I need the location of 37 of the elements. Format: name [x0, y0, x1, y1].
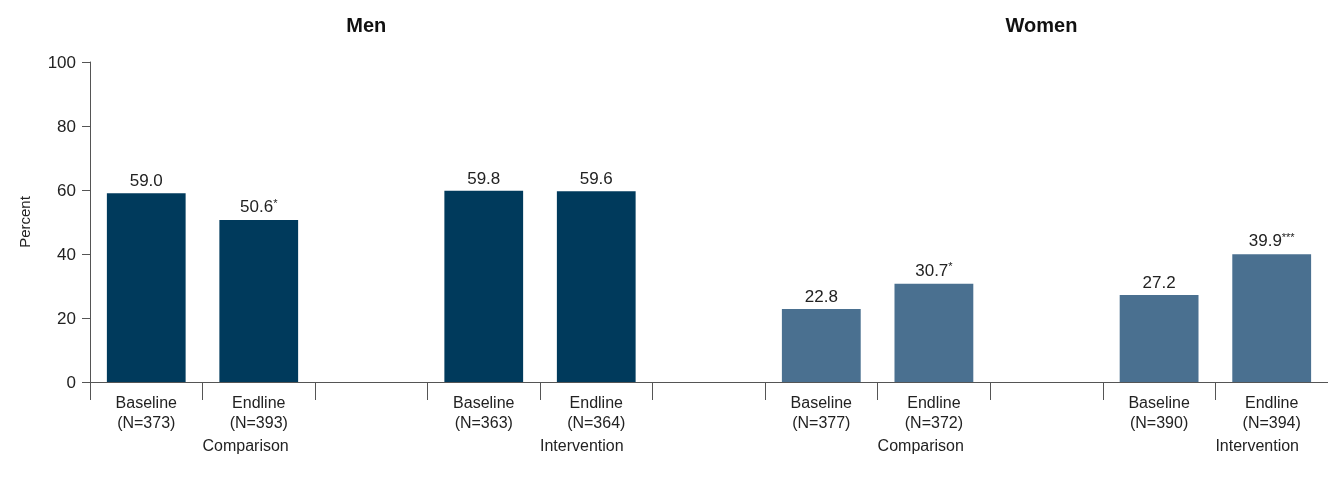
x-tick-label: Baseline (N=363) [453, 393, 515, 431]
x-tick-label: Endline (N=364) [567, 393, 626, 431]
y-tick-label: 20 [57, 308, 76, 328]
bar [556, 191, 636, 382]
bar [781, 309, 861, 382]
bar [444, 190, 524, 382]
text: Intervention [1215, 436, 1300, 454]
data-label: 50.6* [240, 196, 279, 217]
y-tick-label: 80 [57, 116, 76, 136]
x-tick-label: Baseline (N=390) [1128, 393, 1190, 431]
x-tick-label: Baseline (N=373) [115, 393, 178, 431]
data-label: 22.8 [804, 287, 838, 307]
y-tick-label: 100 [47, 52, 76, 72]
y-tick-label: 60 [57, 180, 76, 200]
x-tick-label: Endline (N=394) [1242, 393, 1301, 431]
data-label: 39.9*** [1248, 230, 1296, 251]
data-label: 59.8 [467, 168, 501, 188]
data-label: 59.6 [579, 169, 613, 189]
text: Comparison [202, 436, 289, 454]
bar [894, 283, 974, 382]
bar [1119, 294, 1199, 382]
bar [1232, 254, 1312, 382]
y-axis-title: Percent [16, 195, 33, 248]
data-label: 30.7* [915, 260, 954, 280]
data-label: 59.0 [129, 171, 163, 191]
bar [106, 193, 186, 382]
y-tick-label: 0 [66, 372, 76, 392]
x-tick-label: Endline (N=372) [904, 393, 964, 431]
y-tick-label: 40 [57, 244, 76, 264]
text: Intervention [540, 436, 624, 454]
chart-title: Men [346, 14, 387, 36]
chart-title: Women [1005, 14, 1078, 36]
x-tick-label: Endline (N=393) [229, 393, 288, 431]
x-tick-label: Baseline (N=377) [790, 393, 853, 431]
text: Comparison [877, 436, 964, 454]
data-label: 27.2 [1142, 272, 1176, 292]
bar [219, 220, 299, 382]
